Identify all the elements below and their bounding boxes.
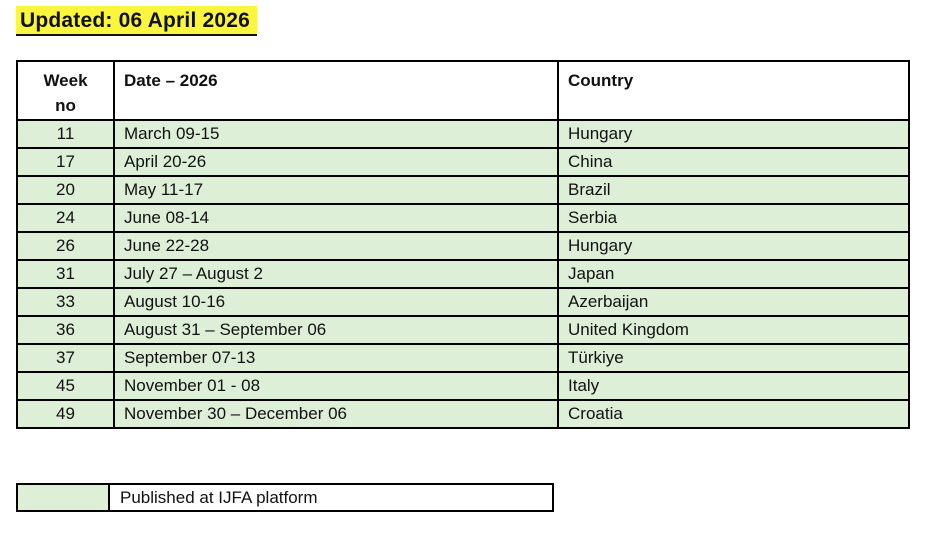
cell-country: Türkiye xyxy=(557,343,910,373)
cell-week-no: 24 xyxy=(16,203,115,233)
cell-date: August 31 – September 06 xyxy=(113,315,559,345)
cell-week-no: 37 xyxy=(16,343,115,373)
cell-country: United Kingdom xyxy=(557,315,910,345)
cell-country: Brazil xyxy=(557,175,910,205)
cell-week-no: 33 xyxy=(16,287,115,317)
legend-label: Published at IJFA platform xyxy=(110,485,552,510)
cell-week-no: 31 xyxy=(16,259,115,289)
updated-date-heading: Updated: 06 April 2026 xyxy=(16,6,258,36)
cell-country: Hungary xyxy=(557,119,910,149)
header-row: Week no Date – 2026 Country xyxy=(16,60,910,121)
cell-country: Hungary xyxy=(557,231,910,261)
cell-date: July 27 – August 2 xyxy=(113,259,559,289)
green-swatch xyxy=(18,485,110,510)
cell-date: August 10-16 xyxy=(113,287,559,317)
table-row: 36 August 31 – September 06 United Kingd… xyxy=(16,315,910,345)
cell-date: April 20-26 xyxy=(113,147,559,177)
cell-week-no: 26 xyxy=(16,231,115,261)
cell-country: Azerbaijan xyxy=(557,287,910,317)
table-row: 33 August 10-16 Azerbaijan xyxy=(16,287,910,317)
cell-country: Italy xyxy=(557,371,910,401)
cell-week-no: 36 xyxy=(16,315,115,345)
cell-week-no: 45 xyxy=(16,371,115,401)
cell-week-no: 11 xyxy=(16,119,115,149)
cell-date: November 30 – December 06 xyxy=(113,399,559,429)
cell-week-no: 17 xyxy=(16,147,115,177)
cell-date: November 01 - 08 xyxy=(113,371,559,401)
cell-date: May 11-17 xyxy=(113,175,559,205)
cell-country: Japan xyxy=(557,259,910,289)
header-country: Country xyxy=(557,60,910,121)
cell-country: Serbia xyxy=(557,203,910,233)
table-row: 49 November 30 – December 06 Croatia xyxy=(16,399,910,429)
cell-week-no: 49 xyxy=(16,399,115,429)
table-row: 26 June 22-28 Hungary xyxy=(16,231,910,261)
header-date: Date – 2026 xyxy=(113,60,559,121)
table-row: 45 November 01 - 08 Italy xyxy=(16,371,910,401)
cell-country: China xyxy=(557,147,910,177)
cell-date: June 08-14 xyxy=(113,203,559,233)
cell-date: March 09-15 xyxy=(113,119,559,149)
cell-date: September 07-13 xyxy=(113,343,559,373)
table-row: 31 July 27 – August 2 Japan xyxy=(16,259,910,289)
schedule-table: Week no Date – 2026 Country 11 March 09-… xyxy=(16,60,910,429)
cell-country: Croatia xyxy=(557,399,910,429)
header-week-no: Week no xyxy=(16,60,115,121)
table-row: 37 September 07-13 Türkiye xyxy=(16,343,910,373)
table-row: 17 April 20-26 China xyxy=(16,147,910,177)
table-row: 24 June 08-14 Serbia xyxy=(16,203,910,233)
legend: Published at IJFA platform xyxy=(16,483,554,512)
header-week-no-label: Week no xyxy=(43,71,88,115)
cell-week-no: 20 xyxy=(16,175,115,205)
table-row: 11 March 09-15 Hungary xyxy=(16,119,910,149)
cell-date: June 22-28 xyxy=(113,231,559,261)
table-row: 20 May 11-17 Brazil xyxy=(16,175,910,205)
